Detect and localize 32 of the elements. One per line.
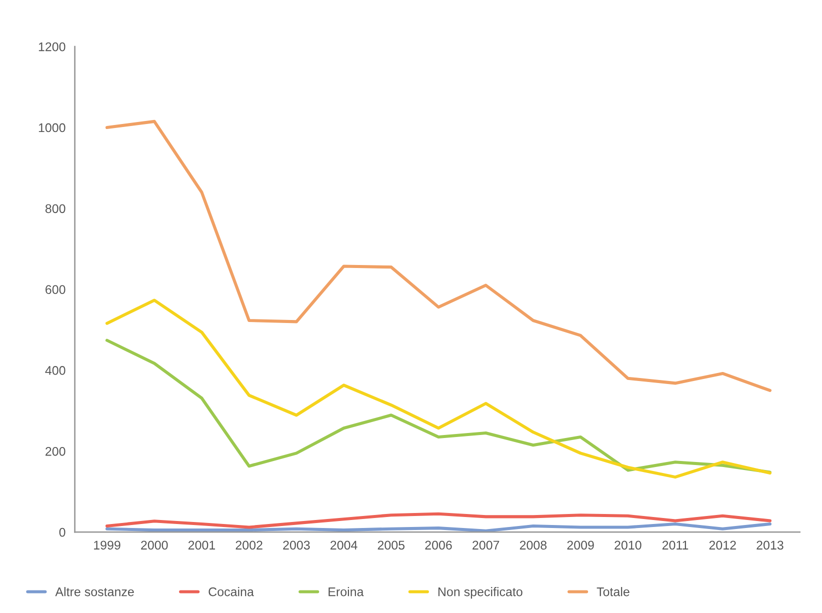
y-tick-label: 800 [45,204,66,214]
legend-label: Altre sostanze [55,587,134,596]
line-series [105,522,772,532]
y-tick-label: 1000 [38,123,66,132]
x-tick-label: 2005 [378,540,405,550]
y-tick-label: 1200 [38,42,66,52]
x-tick-label: 2001 [188,540,216,550]
x-tick-label: 2013 [756,540,784,550]
legend-label: Eroina [328,587,364,596]
x-tick-label: 2006 [425,540,452,550]
y-tick-label: 200 [46,446,66,456]
x-tick-label: 1999 [94,540,120,550]
x-tick-label: 2003 [283,540,310,550]
x-tick-label: 2000 [141,540,168,550]
x-tick-label: 2009 [567,540,594,550]
x-tick-label: 2011 [662,540,688,550]
x-tick-label: 2007 [472,540,500,550]
line-series [105,338,772,474]
line-series [105,512,772,529]
y-tick-label: 600 [46,285,66,294]
x-tick-label: 2002 [236,540,262,550]
line-series [105,298,772,479]
x-tick-label: 2010 [614,540,642,550]
x-tick-label: 2004 [330,540,358,550]
x-tick-label: 2012 [709,540,736,550]
legend-label: Cocaina [208,587,254,596]
y-tick-label: 400 [45,366,66,375]
y-tick-label: 0 [59,528,66,537]
x-tick-label: 2008 [520,540,547,550]
legend-label: Totale [596,587,630,596]
line-series [105,120,772,392]
legend-label: Non specificato [438,587,522,599]
